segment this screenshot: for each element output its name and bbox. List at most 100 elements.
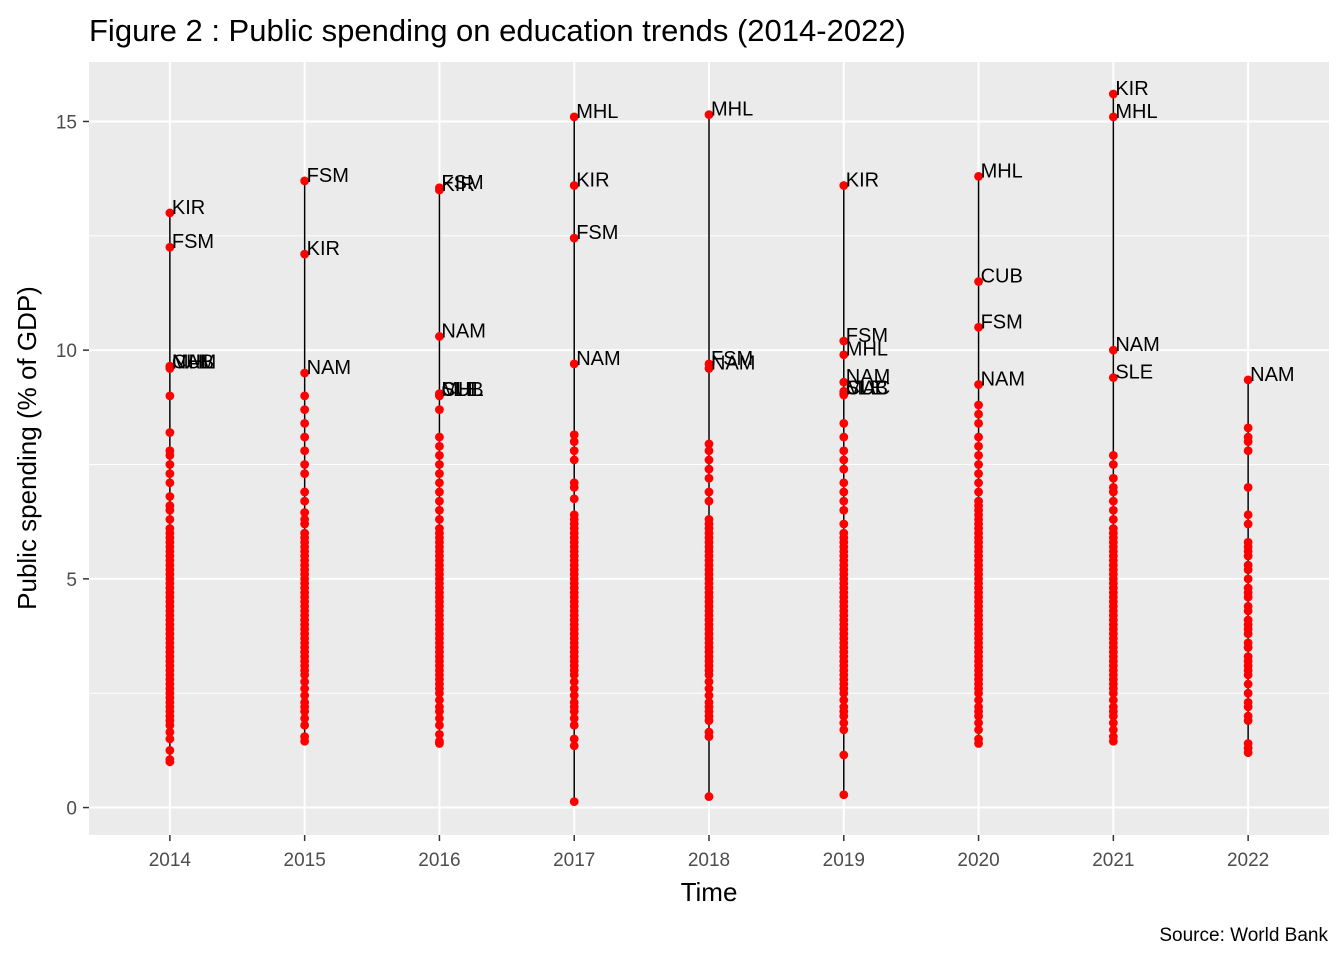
- point-labels: KIRFSMCUBNAMMHLFSMKIRNAMFSMKIRNAMCUBMHLS…: [172, 78, 1295, 401]
- data-point: [839, 695, 849, 705]
- data-point: [435, 183, 444, 193]
- x-tick-label: 2016: [418, 850, 460, 871]
- data-point: [1243, 583, 1253, 593]
- data-point: [300, 732, 310, 742]
- data-point: [839, 446, 849, 456]
- data-point: [1243, 482, 1253, 492]
- x-tick-label: 2021: [1092, 850, 1134, 871]
- data-point: [435, 469, 444, 479]
- data-point: [704, 697, 714, 707]
- data-point: [569, 797, 579, 807]
- data-point: [435, 432, 444, 442]
- data-point: [974, 418, 983, 428]
- point-label: KIR: [307, 238, 340, 260]
- data-point: [1108, 514, 1118, 524]
- data-point: [435, 450, 444, 460]
- point-label: FSM: [711, 348, 753, 370]
- data-point: [1243, 519, 1253, 529]
- data-point: [839, 725, 849, 735]
- data-point: [1108, 505, 1118, 515]
- data-point: [165, 428, 175, 437]
- point-label: FSM: [846, 325, 888, 347]
- data-point: [974, 695, 983, 705]
- data-point: [435, 713, 444, 723]
- data-point: [165, 208, 175, 218]
- point-label: FSM: [441, 172, 483, 194]
- data-point: [839, 487, 849, 497]
- data-point: [435, 332, 444, 341]
- data-point: [569, 437, 579, 447]
- point-label: MAC: [846, 378, 890, 400]
- data-point: [435, 729, 444, 739]
- data-point: [569, 691, 579, 700]
- data-point: [300, 446, 310, 456]
- point-label: NAM: [846, 366, 890, 388]
- y-tick-label: 10: [56, 341, 77, 362]
- data-point: [1243, 574, 1253, 584]
- data-point: [974, 171, 983, 181]
- point-label: NAM: [981, 368, 1025, 390]
- point-label: CUB: [441, 379, 483, 401]
- point-label: NAM: [172, 352, 216, 374]
- data-point: [165, 478, 175, 488]
- data-point: [300, 677, 310, 687]
- data-point: [974, 496, 983, 506]
- data-point: [569, 720, 579, 730]
- data-point: [1108, 345, 1118, 355]
- data-point: [1108, 450, 1118, 460]
- data-point: [300, 487, 310, 497]
- data-point: [1108, 89, 1118, 99]
- data-point: [974, 702, 983, 712]
- data-point: [839, 464, 849, 474]
- data-point: [165, 361, 175, 371]
- data-point: [435, 505, 444, 515]
- data-point: [704, 446, 714, 456]
- x-tick-label: 2014: [149, 850, 192, 871]
- x-tick-label: 2022: [1227, 850, 1269, 871]
- data-point: [1243, 688, 1253, 698]
- data-point: [165, 469, 175, 479]
- point-label: NAM: [576, 348, 620, 370]
- data-point: [165, 460, 175, 469]
- data-point: [704, 684, 714, 694]
- data-point: [1243, 537, 1253, 547]
- data-point: [435, 496, 444, 506]
- data-point: [165, 524, 175, 533]
- point-label: KIR: [172, 197, 205, 219]
- data-point: [974, 441, 983, 451]
- data-point: [1108, 496, 1118, 506]
- data-point: [435, 524, 444, 533]
- data-point: [165, 446, 175, 456]
- data-point: [974, 450, 983, 460]
- y-tick-label: 5: [66, 570, 77, 591]
- point-label: KIR: [576, 169, 609, 191]
- y-axis-title: Public spending (% of GDP): [12, 286, 42, 610]
- data-point: [435, 405, 444, 415]
- data-point: [165, 755, 175, 764]
- data-point: [165, 734, 175, 744]
- data-point: [704, 677, 714, 687]
- data-point: [839, 519, 849, 529]
- data-point: [704, 455, 714, 465]
- point-label: FSM: [172, 231, 214, 253]
- data-point: [300, 418, 310, 428]
- point-label: KIR: [846, 169, 879, 191]
- data-point: [300, 697, 310, 707]
- data-point: [569, 713, 579, 723]
- data-point: [974, 478, 983, 488]
- x-tick-label: 2020: [957, 850, 999, 871]
- data-point: [435, 460, 444, 469]
- data-point: [1243, 446, 1253, 456]
- data-point: [165, 745, 175, 755]
- data-point: [1243, 510, 1253, 520]
- x-tick-label: 2017: [553, 850, 595, 871]
- data-point: [839, 455, 849, 465]
- data-point: [569, 181, 579, 190]
- data-point: [839, 432, 849, 442]
- data-point: [704, 439, 714, 449]
- data-point: [974, 734, 983, 744]
- data-point: [1108, 482, 1118, 492]
- data-point: [435, 514, 444, 524]
- data-point: [569, 741, 579, 751]
